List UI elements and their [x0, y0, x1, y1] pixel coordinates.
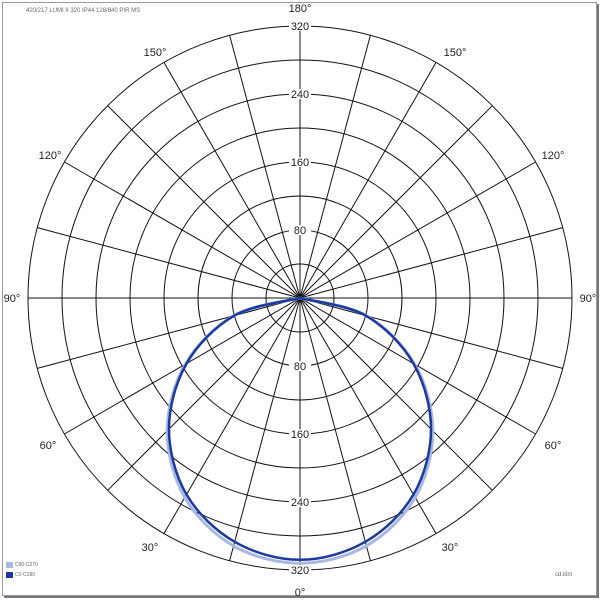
- angle-label: 30°: [142, 542, 159, 554]
- legend-swatch: [6, 572, 13, 578]
- angle-label: 30°: [442, 542, 459, 554]
- tick-label-bg: [289, 21, 311, 31]
- angle-label: 120°: [39, 150, 62, 162]
- legend-swatch: [6, 562, 13, 568]
- angle-label: 90°: [580, 293, 597, 305]
- tick-label-bg: [289, 89, 311, 99]
- radial-tick-label: 80: [294, 225, 306, 237]
- tick-label-bg: [289, 565, 311, 575]
- tick-label-bg: [289, 225, 311, 235]
- radial-tick-label: 160: [291, 429, 309, 441]
- angle-label: 90°: [4, 293, 21, 305]
- angle-label: 60°: [40, 440, 57, 452]
- tick-label-bg: [289, 429, 311, 439]
- angle-label: 120°: [542, 150, 565, 162]
- angle-label: 150°: [144, 47, 167, 59]
- angle-label: 150°: [444, 47, 467, 59]
- legend-label: C90-C270: [15, 562, 38, 568]
- tick-label-bg: [289, 157, 311, 167]
- tick-label-bg: [289, 497, 311, 507]
- radial-tick-label: 160: [291, 157, 309, 169]
- radial-tick-label: 240: [291, 497, 309, 509]
- angle-label: 60°: [545, 440, 562, 452]
- legend-label: C0-C180: [15, 572, 36, 578]
- radial-tick-label: 320: [291, 21, 309, 33]
- legend-item-c90: C90-C270: [6, 562, 38, 568]
- legend-item-c0: C0-C180: [6, 572, 35, 578]
- chart-title: 420/217 LUMI II 320 IP44 128/840 PIR MS: [26, 8, 141, 14]
- angle-label: 0°: [295, 587, 306, 599]
- radial-tick-label: 240: [291, 89, 309, 101]
- radial-tick-label: 80: [294, 361, 306, 373]
- radial-tick-label: 320: [291, 565, 309, 577]
- unit-label: cd.klm: [555, 572, 573, 578]
- angle-label: 180°: [289, 3, 312, 15]
- tick-label-bg: [289, 361, 311, 371]
